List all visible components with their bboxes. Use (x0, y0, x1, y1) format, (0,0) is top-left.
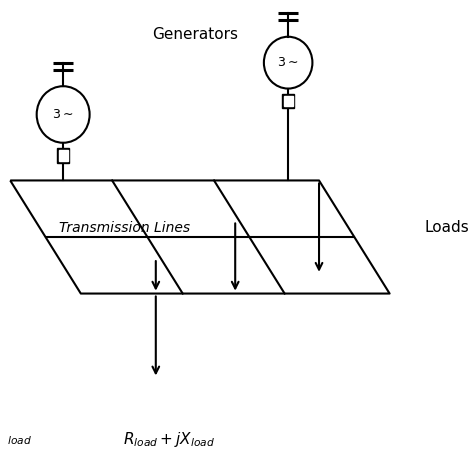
Text: $_{\mathit{load}}$: $_{\mathit{load}}$ (7, 432, 32, 447)
Text: $3{\sim}$: $3{\sim}$ (53, 108, 74, 121)
Bar (57, 148, 69, 163)
Bar (282, 94, 294, 109)
Text: $3{\sim}$: $3{\sim}$ (277, 56, 299, 69)
Text: $R_{\mathit{load}}+jX_{\mathit{load}}$: $R_{\mathit{load}}+jX_{\mathit{load}}$ (123, 430, 215, 449)
Text: Transmission Lines: Transmission Lines (59, 220, 191, 235)
Text: Loads: Loads (425, 220, 470, 235)
Text: Generators: Generators (153, 27, 238, 42)
Bar (59, 150, 68, 161)
Bar (284, 96, 292, 107)
